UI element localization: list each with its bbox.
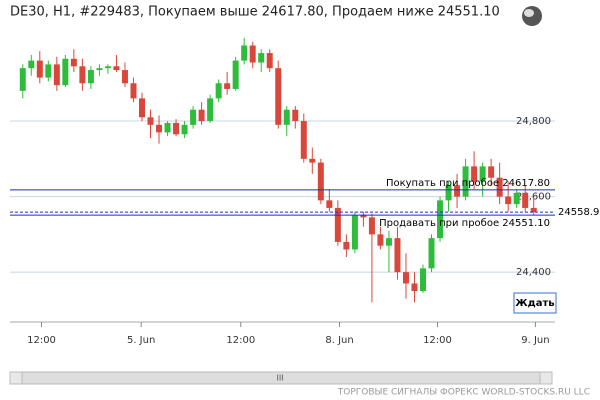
- signal-button-label[interactable]: Ждать: [515, 298, 554, 309]
- candle-body: [232, 60, 239, 89]
- candle-body: [173, 122, 180, 135]
- candle-body: [198, 109, 205, 122]
- level-label: Продавать при пробое 24551.10: [379, 218, 550, 229]
- candle-body: [283, 109, 290, 125]
- candle-body: [215, 83, 222, 99]
- y-tick-label: 24,800: [516, 116, 551, 127]
- signal-button[interactable]: [513, 292, 557, 314]
- candle-body: [181, 124, 188, 135]
- globe-highlight: [524, 9, 534, 17]
- candle-body: [87, 70, 94, 84]
- x-tick-label: 12:00: [27, 335, 56, 346]
- candle-body: [351, 215, 358, 250]
- candle-body: [377, 234, 384, 246]
- candle-body: [428, 238, 435, 269]
- level-label: Покупать при пробое 24617.80: [386, 178, 550, 189]
- candle-body: [104, 66, 111, 69]
- candle-body: [454, 185, 461, 197]
- candle-body: [292, 109, 299, 122]
- candle-body: [36, 60, 43, 78]
- x-tick-label: 12:00: [226, 335, 255, 346]
- scroll-right[interactable]: [539, 371, 553, 385]
- candle-body: [496, 177, 503, 197]
- footer: ТОРГОВЫЕ СИГНАЛЫ ФОРЕКС WORLD-STOCKS.RU …: [337, 388, 590, 398]
- candle-body: [53, 64, 60, 86]
- candle-body: [402, 272, 409, 284]
- candle-body: [190, 109, 197, 125]
- candle-body: [462, 166, 469, 197]
- candle-body: [420, 268, 427, 292]
- y-tick-label: 24,400: [516, 267, 551, 278]
- candle-body: [62, 58, 69, 86]
- candle-body: [505, 196, 512, 205]
- candle-body: [224, 83, 231, 89]
- candle-body: [334, 207, 341, 242]
- candle-body: [300, 121, 307, 159]
- candle-body: [368, 217, 375, 235]
- scrollbar-grip[interactable]: III: [276, 374, 283, 383]
- candle-body: [385, 238, 392, 246]
- candle-body: [309, 158, 316, 163]
- candle-body: [411, 283, 418, 292]
- candle-body: [70, 58, 77, 67]
- candle-body: [113, 66, 120, 71]
- candle-body: [164, 122, 171, 133]
- candle-body: [326, 200, 333, 208]
- candle-body: [28, 60, 35, 69]
- candle-body: [147, 117, 154, 125]
- x-tick-label: 5. Jun: [127, 335, 155, 346]
- candle-body: [79, 66, 86, 84]
- candle-body: [275, 68, 282, 125]
- candle-body: [156, 124, 163, 133]
- candle-body: [360, 215, 367, 218]
- current-price-label: 24558.9: [558, 207, 599, 218]
- x-tick-label: 8. Jun: [325, 335, 353, 346]
- candle-body: [488, 166, 495, 178]
- candle-body: [530, 207, 537, 213]
- candle-body: [513, 192, 520, 205]
- x-tick-label: 12:00: [423, 335, 452, 346]
- candle-body: [479, 166, 486, 182]
- candle-body: [207, 98, 214, 122]
- candle-body: [471, 166, 478, 182]
- candle-body: [522, 192, 529, 208]
- candle-body: [258, 53, 265, 63]
- candle-body: [19, 68, 26, 91]
- scroll-left[interactable]: [9, 371, 23, 385]
- candle-body: [241, 45, 248, 61]
- candle-body: [96, 68, 103, 71]
- candle-body: [445, 185, 452, 201]
- candle-body: [437, 200, 444, 239]
- candle-body: [266, 53, 273, 69]
- candle-body: [249, 45, 256, 63]
- candle-body: [121, 70, 128, 84]
- x-tick-label: 9. Jun: [521, 335, 549, 346]
- candle-body: [138, 98, 145, 118]
- globe-icon[interactable]: [522, 6, 542, 26]
- candle-body: [394, 238, 401, 273]
- candle-body: [130, 83, 137, 99]
- candle-body: [317, 162, 324, 201]
- candle-body: [45, 64, 52, 78]
- candle-body: [343, 241, 350, 250]
- chart-title: DE30, H1, #229483, Покупаем выше 24617.8…: [10, 5, 500, 20]
